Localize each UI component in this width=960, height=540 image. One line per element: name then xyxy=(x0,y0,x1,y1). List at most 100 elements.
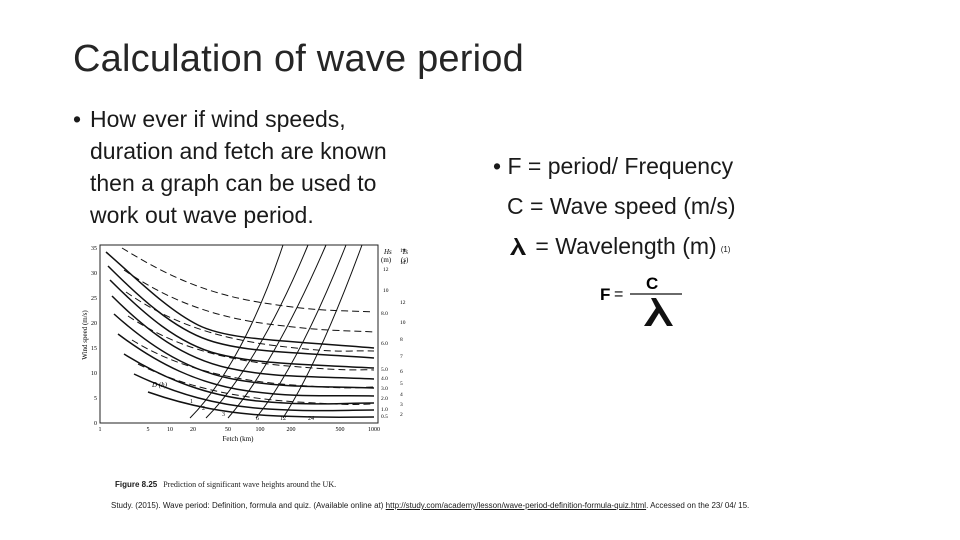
right-axis-header: Hs (m) Ts (s) xyxy=(381,248,409,264)
bullet-marker: • xyxy=(493,153,502,179)
hs-value: 6.0 xyxy=(381,341,388,347)
period-curves xyxy=(121,247,375,405)
x-axis-label: Fetch (km) xyxy=(223,435,255,443)
hs-values: 12 10 8.0 6.0 5.0 4.0 3.0 2.0 1.0 0.5 xyxy=(381,267,389,420)
ts-value: 2 xyxy=(400,412,403,418)
y-tick: 10 xyxy=(91,371,97,377)
definition-wavelength: = Wavelength (m) (1) xyxy=(493,226,793,270)
plot-frame xyxy=(99,244,379,424)
y-tick: 20 xyxy=(91,321,97,327)
ts-value: 5 xyxy=(400,381,403,387)
definitions-block: • F = period/ Frequency C = Wave speed (… xyxy=(493,146,793,270)
x-tick: 20 xyxy=(190,427,196,433)
x-tick: 5 xyxy=(147,427,150,433)
height-curve xyxy=(147,391,375,418)
citation-accessed: . Accessed on the 23/ 04/ 15. xyxy=(646,501,750,510)
y-tick: 0 xyxy=(94,421,97,427)
hs-value: 1.0 xyxy=(381,407,388,413)
height-curve xyxy=(117,333,375,397)
ts-value: 7 xyxy=(400,354,403,360)
x-tick: 1000 xyxy=(368,427,380,433)
duration-line xyxy=(227,244,327,419)
lambda-icon xyxy=(510,238,526,255)
duration-values: 1 2 3 6 12 24 xyxy=(190,399,314,422)
left-bullet-text: How ever if wind speeds, duration and fe… xyxy=(90,106,387,228)
ts-value: 4 xyxy=(400,392,403,398)
y-tick: 35 xyxy=(91,246,97,252)
height-curve xyxy=(107,265,375,359)
graph-svg: Wind speed (m/s) 35 30 25 20 15 10 5 0 1… xyxy=(81,244,409,443)
height-curve xyxy=(105,251,375,349)
wave-prediction-graph: Wind speed (m/s) 35 30 25 20 15 10 5 0 1… xyxy=(78,240,418,488)
height-curve xyxy=(109,279,375,369)
lambda-icon xyxy=(644,298,673,326)
definition-wave-speed: C = Wave speed (m/s) xyxy=(493,186,793,226)
formula-svg: F = C xyxy=(600,274,682,326)
period-curve xyxy=(121,247,375,313)
ts-value: 3 xyxy=(400,402,403,408)
slide-title: Calculation of wave period xyxy=(73,38,524,80)
duration-value: 3 xyxy=(222,412,225,418)
ts-value: 14 xyxy=(400,260,406,266)
duration-value: 24 xyxy=(308,416,314,422)
y-axis-label: Wind speed (m/s) xyxy=(81,310,89,360)
y-tick: 25 xyxy=(91,296,97,302)
y-tick: 15 xyxy=(91,346,97,352)
hs-value: 12 xyxy=(383,267,389,273)
ts-value: 6 xyxy=(400,369,403,375)
height-curves xyxy=(105,251,375,418)
ts-value: 16 xyxy=(400,248,406,254)
definition-wavelength-text: = Wavelength (m) xyxy=(535,233,717,259)
hs-value: 8.0 xyxy=(381,311,388,317)
ts-header: Ts xyxy=(402,248,408,256)
formula-lhs: F xyxy=(600,285,610,304)
hs-value: 3.0 xyxy=(381,386,388,392)
reference-marker: (1) xyxy=(720,245,731,254)
period-curve xyxy=(131,339,375,389)
citation-text: Study. (2015). Wave period: Definition, … xyxy=(111,501,386,510)
definition-frequency: • F = period/ Frequency xyxy=(493,146,793,186)
hs-unit: (m) xyxy=(381,256,392,264)
duration-line xyxy=(255,244,347,419)
formula-equals: = xyxy=(614,286,623,303)
x-tick: 100 xyxy=(256,427,265,433)
period-curve xyxy=(125,291,375,352)
y-tick: 5 xyxy=(94,396,97,402)
duration-line xyxy=(205,244,309,419)
formula-numerator: C xyxy=(646,274,658,293)
figure-caption-label: Figure 8.25 xyxy=(115,480,158,489)
y-ticks: 35 30 25 20 15 10 5 0 xyxy=(91,246,97,427)
hs-value: 0.5 xyxy=(381,414,388,420)
left-bullet: • How ever if wind speeds, duration and … xyxy=(73,103,453,231)
ts-value: 8 xyxy=(400,337,403,343)
height-curve xyxy=(133,373,375,412)
ts-value: 10 xyxy=(400,320,406,326)
x-ticks: 1 5 10 20 50 100 200 500 1000 xyxy=(99,427,381,433)
duration-value: 2 xyxy=(202,406,205,412)
ts-unit: (s) xyxy=(401,256,409,264)
hs-value: 2.0 xyxy=(381,396,388,402)
duration-line xyxy=(282,244,363,419)
duration-value: 12 xyxy=(280,416,286,422)
period-curve xyxy=(123,269,375,333)
definition-wave-speed-text: C = Wave speed (m/s) xyxy=(507,193,736,219)
figure-caption: Figure 8.25 Prediction of significant wa… xyxy=(115,480,336,489)
bullet-marker: • xyxy=(73,106,82,132)
citation: Study. (2015). Wave period: Definition, … xyxy=(111,501,951,510)
y-tick: 30 xyxy=(91,271,97,277)
duration-line xyxy=(189,244,284,419)
ts-value: 12 xyxy=(400,300,406,306)
x-tick: 10 xyxy=(167,427,173,433)
hs-value: 4.0 xyxy=(381,376,388,382)
period-curve xyxy=(127,315,375,371)
citation-link[interactable]: http://study.com/academy/lesson/wave-per… xyxy=(385,501,647,510)
duration-value: 1 xyxy=(190,399,193,405)
period-curve xyxy=(137,363,375,405)
x-tick: 200 xyxy=(287,427,296,433)
hs-value: 5.0 xyxy=(381,367,388,373)
hs-value: 10 xyxy=(383,288,389,294)
duration-lines xyxy=(189,244,363,419)
x-tick: 1 xyxy=(99,427,102,433)
hs-header: Hs xyxy=(383,248,392,256)
figure-caption-text: Prediction of significant wave heights a… xyxy=(163,480,337,489)
